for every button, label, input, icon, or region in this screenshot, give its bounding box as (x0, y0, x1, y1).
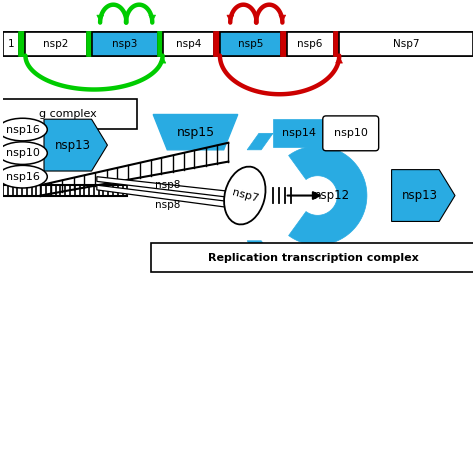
Text: nsp3: nsp3 (112, 39, 138, 49)
Text: nsp14: nsp14 (282, 128, 316, 138)
Ellipse shape (0, 118, 47, 141)
Bar (87, 32, 92, 55)
Polygon shape (247, 241, 273, 257)
Bar (273, 119, 325, 146)
Text: nsp13: nsp13 (402, 189, 438, 202)
Text: nsp5: nsp5 (238, 39, 263, 49)
Bar (220, 32, 281, 55)
Polygon shape (289, 146, 367, 245)
Bar (339, 32, 473, 55)
FancyBboxPatch shape (151, 243, 474, 273)
Text: Replication transcription complex: Replication transcription complex (209, 253, 419, 263)
Text: 1: 1 (8, 39, 14, 49)
Bar (281, 32, 287, 55)
Bar (214, 32, 220, 55)
Text: nsp10: nsp10 (6, 148, 39, 158)
Bar (163, 32, 214, 55)
Ellipse shape (0, 165, 47, 188)
Polygon shape (44, 119, 108, 171)
Text: nsp12: nsp12 (314, 189, 350, 202)
Polygon shape (153, 115, 238, 150)
Text: nsp16: nsp16 (6, 172, 39, 182)
Polygon shape (247, 133, 273, 150)
Ellipse shape (0, 142, 47, 164)
FancyBboxPatch shape (0, 100, 137, 128)
Polygon shape (97, 185, 238, 209)
Bar (26, 32, 87, 55)
FancyBboxPatch shape (323, 116, 379, 151)
Bar (287, 32, 334, 55)
Polygon shape (97, 177, 238, 198)
Bar (334, 32, 339, 55)
Bar (158, 32, 163, 55)
Text: nsp16: nsp16 (6, 125, 39, 135)
Bar (3, 32, 473, 55)
Text: nsp8: nsp8 (155, 180, 180, 190)
Text: nsp2: nsp2 (43, 39, 69, 49)
Bar (3, 32, 19, 55)
Text: nsp13: nsp13 (55, 138, 91, 152)
Bar (19, 32, 26, 55)
Bar (92, 32, 158, 55)
Polygon shape (392, 170, 455, 221)
Text: g complex: g complex (39, 109, 97, 119)
Text: nsp10: nsp10 (334, 128, 367, 138)
Text: nsp8: nsp8 (155, 201, 180, 210)
Text: nsp7: nsp7 (231, 187, 260, 204)
Ellipse shape (224, 167, 265, 225)
Text: Nsp7: Nsp7 (392, 39, 419, 49)
Text: nsp4: nsp4 (176, 39, 201, 49)
Text: nsp6: nsp6 (297, 39, 323, 49)
Text: nsp15: nsp15 (176, 126, 215, 139)
